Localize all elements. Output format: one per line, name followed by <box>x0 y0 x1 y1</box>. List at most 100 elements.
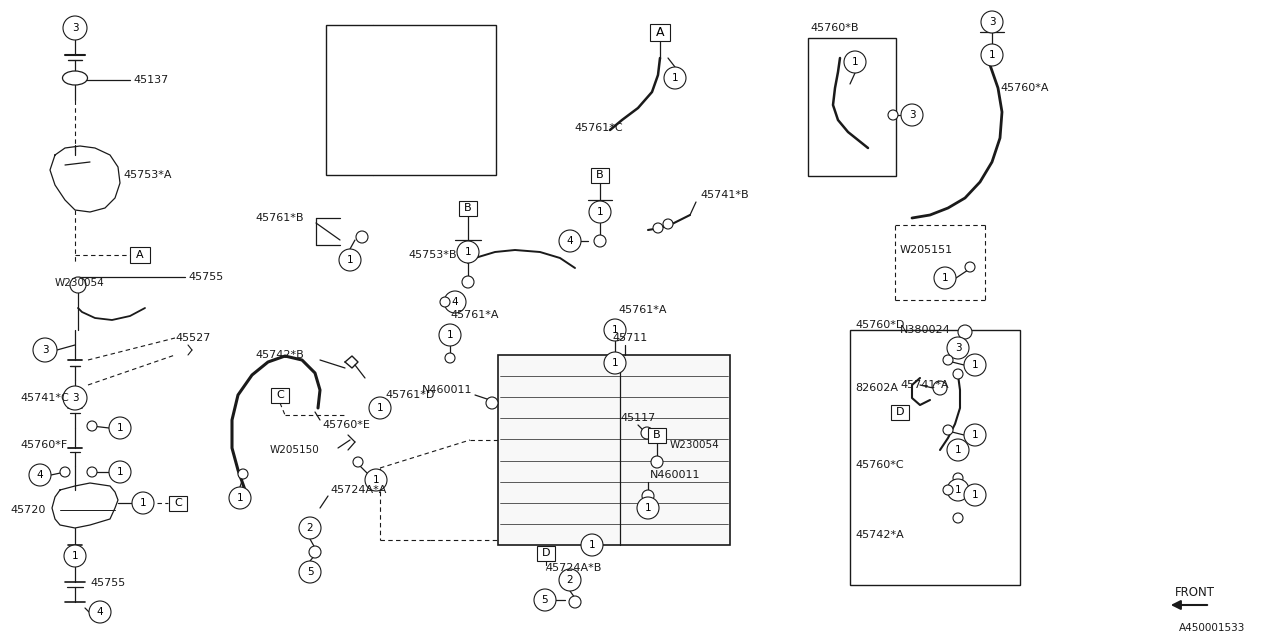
Circle shape <box>132 492 154 514</box>
Text: 4: 4 <box>452 297 458 307</box>
Text: 45753*A: 45753*A <box>123 170 172 180</box>
Text: W205151: W205151 <box>900 245 954 255</box>
Text: 1: 1 <box>589 540 595 550</box>
Circle shape <box>64 545 86 567</box>
Circle shape <box>308 546 321 558</box>
Text: D: D <box>896 407 904 417</box>
Circle shape <box>339 90 358 110</box>
Text: 1: 1 <box>346 35 352 45</box>
Text: A450001533: A450001533 <box>1179 623 1245 633</box>
Circle shape <box>664 67 686 89</box>
Text: 45724A*B: 45724A*B <box>545 563 602 573</box>
Bar <box>650 24 669 40</box>
Circle shape <box>339 249 361 271</box>
Circle shape <box>339 150 358 170</box>
Text: 3: 3 <box>909 110 915 120</box>
Text: 45761*D: 45761*D <box>385 390 434 400</box>
Text: 3: 3 <box>955 343 961 353</box>
Text: 45527: 45527 <box>175 333 210 343</box>
Circle shape <box>339 30 358 50</box>
Text: 45741*B: 45741*B <box>700 190 749 200</box>
Bar <box>648 428 666 442</box>
Text: 1: 1 <box>612 358 618 368</box>
Circle shape <box>947 337 969 359</box>
Text: N460011: N460011 <box>650 470 700 480</box>
Text: 1: 1 <box>237 493 243 503</box>
Circle shape <box>901 104 923 126</box>
Circle shape <box>581 534 603 556</box>
Circle shape <box>445 353 454 363</box>
Circle shape <box>934 267 956 289</box>
Circle shape <box>964 424 986 446</box>
Text: 1: 1 <box>972 360 978 370</box>
Text: 0474S: 0474S <box>381 95 416 105</box>
Text: 1: 1 <box>672 73 678 83</box>
Text: W205150: W205150 <box>270 445 320 455</box>
Circle shape <box>933 381 947 395</box>
Text: 1: 1 <box>116 467 123 477</box>
Text: B: B <box>596 170 604 180</box>
Circle shape <box>457 241 479 263</box>
Text: 45742*A: 45742*A <box>855 530 904 540</box>
Circle shape <box>943 425 954 435</box>
Text: 5: 5 <box>346 155 352 165</box>
Text: 1: 1 <box>645 503 652 513</box>
Circle shape <box>444 291 466 313</box>
Circle shape <box>559 230 581 252</box>
Circle shape <box>980 44 1004 66</box>
Bar <box>460 200 477 216</box>
Text: 1: 1 <box>851 57 859 67</box>
Text: 2: 2 <box>307 523 314 533</box>
Circle shape <box>663 219 673 229</box>
Text: C: C <box>174 498 182 508</box>
Bar <box>326 25 497 175</box>
Text: 45137: 45137 <box>133 75 168 85</box>
Circle shape <box>559 569 581 591</box>
Circle shape <box>570 596 581 608</box>
Text: 45761*A: 45761*A <box>451 310 498 320</box>
Circle shape <box>365 469 387 491</box>
Circle shape <box>947 479 969 501</box>
Circle shape <box>652 456 663 468</box>
Circle shape <box>604 319 626 341</box>
Circle shape <box>109 417 131 439</box>
Text: 1: 1 <box>116 423 123 433</box>
Circle shape <box>965 262 975 272</box>
Text: W230054: W230054 <box>669 440 719 450</box>
Circle shape <box>641 427 653 439</box>
Circle shape <box>943 355 954 365</box>
Text: N460011: N460011 <box>422 385 472 395</box>
Bar <box>808 38 896 176</box>
Text: 3: 3 <box>72 23 78 33</box>
Circle shape <box>339 60 358 80</box>
Circle shape <box>229 487 251 509</box>
Text: 1: 1 <box>465 247 471 257</box>
Circle shape <box>339 120 358 140</box>
Circle shape <box>70 277 86 293</box>
Circle shape <box>594 235 605 247</box>
Circle shape <box>60 467 70 477</box>
Circle shape <box>637 497 659 519</box>
Circle shape <box>954 473 963 483</box>
Circle shape <box>63 386 87 410</box>
Text: 1: 1 <box>955 445 961 455</box>
Text: 3: 3 <box>988 17 996 27</box>
Circle shape <box>589 201 611 223</box>
Text: W170063: W170063 <box>381 35 434 45</box>
Text: 3: 3 <box>346 95 352 105</box>
Text: 1: 1 <box>347 255 353 265</box>
Circle shape <box>954 513 963 523</box>
Bar <box>169 495 187 511</box>
Text: 1: 1 <box>72 551 78 561</box>
Text: 45711: 45711 <box>612 333 648 343</box>
Text: 45761*C: 45761*C <box>573 123 622 133</box>
Text: 45720: 45720 <box>10 505 45 515</box>
Circle shape <box>33 338 58 362</box>
Circle shape <box>63 16 87 40</box>
Circle shape <box>964 484 986 506</box>
Text: 4: 4 <box>37 470 44 480</box>
Circle shape <box>87 467 97 477</box>
Text: 45753*B: 45753*B <box>408 250 457 260</box>
Circle shape <box>954 369 963 379</box>
Text: 45741*C: 45741*C <box>20 393 69 403</box>
